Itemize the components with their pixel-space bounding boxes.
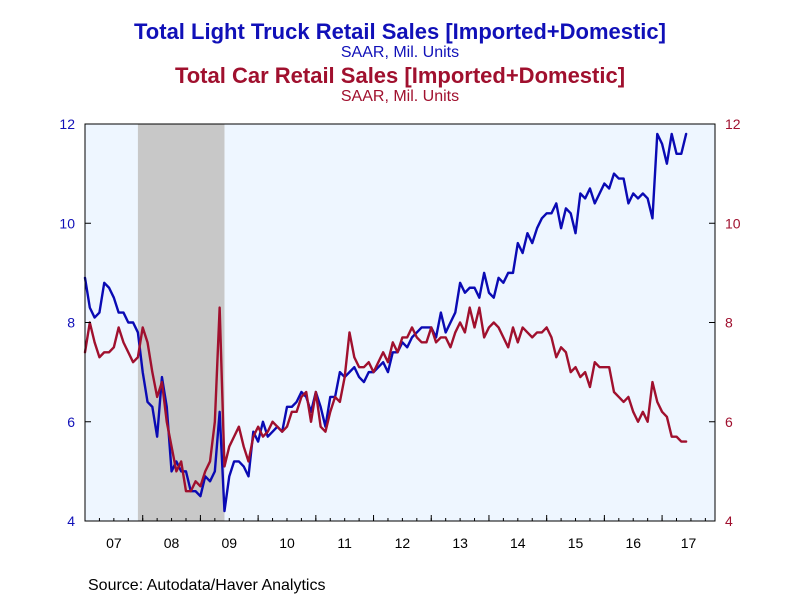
source-note: Source: Autodata/Haver Analytics: [88, 577, 326, 594]
car-title-block: Total Car Retail Sales [Imported+Domesti…: [0, 64, 800, 106]
truck-chart-title: Total Light Truck Retail Sales [Imported…: [134, 19, 666, 44]
truck-sales-line: [83, 132, 688, 513]
left-y-tick-label: 8: [67, 315, 75, 331]
left-y-tick-label: 10: [59, 215, 75, 231]
x-tick-label: 12: [395, 535, 411, 551]
car-sales-line: [83, 306, 688, 493]
x-tick-label: 14: [510, 535, 526, 551]
x-tick-label: 09: [221, 535, 237, 551]
right-y-tick-label: 6: [725, 414, 733, 430]
x-tick-label: 10: [279, 535, 295, 551]
x-tick-label: 07: [106, 535, 122, 551]
right-y-tick-label: 10: [725, 215, 741, 231]
truck-title-block: Total Light Truck Retail Sales [Imported…: [0, 20, 800, 62]
left-y-tick-label: 4: [67, 513, 75, 529]
right-y-tick-label: 4: [725, 513, 733, 529]
left-y-tick-label: 12: [59, 116, 75, 132]
x-tick-label: 17: [681, 535, 697, 551]
x-tick-label: 08: [164, 535, 180, 551]
truck-chart-subtitle: SAAR, Mil. Units: [340, 44, 460, 61]
right-y-tick-label: 12: [725, 116, 741, 132]
car-chart-title: Total Car Retail Sales [Imported+Domesti…: [174, 63, 626, 88]
left-y-tick-label: 6: [67, 414, 75, 430]
x-tick-label: 15: [568, 535, 584, 551]
x-tick-label: 16: [625, 535, 641, 551]
right-y-tick-label: 8: [725, 315, 733, 331]
x-tick-label: 11: [337, 535, 352, 551]
x-tick-label: 13: [452, 535, 468, 551]
car-chart-subtitle: SAAR, Mil. Units: [340, 88, 460, 105]
